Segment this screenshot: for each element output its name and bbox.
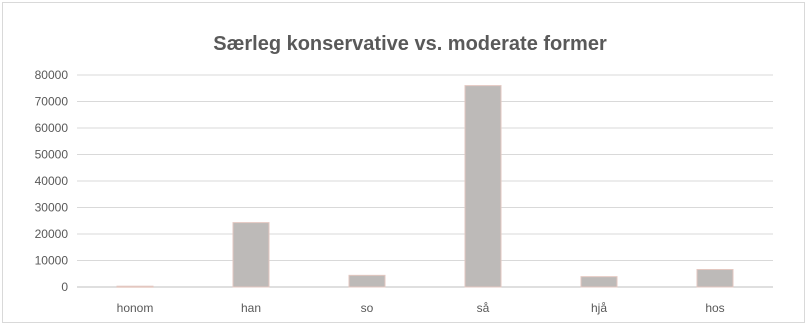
bar-så [464,85,502,288]
y-tick-label: 60000 [35,121,69,135]
y-tick-label: 30000 [35,201,69,215]
x-tick-label-så: så [477,301,490,315]
y-tick-label: 70000 [35,95,69,109]
y-axis-ticks: 0 10000 20000 30000 40000 50000 60000 70000 8000… [35,68,69,294]
x-tick-label-hos: hos [705,301,724,315]
y-tick-label: 80000 [35,68,69,82]
x-tick-label-so: so [361,301,374,315]
chart-title: Særleg konservative vs. moderate former [213,33,607,55]
chart-frame [2,2,805,323]
bar-han [232,222,270,288]
x-axis-ticks: honom han so så hjå hos [117,301,725,315]
bar-honom [116,285,154,288]
bar-hos [696,269,734,288]
x-tick-label-honom: honom [117,301,154,315]
y-tick-label: 20000 [35,227,69,241]
y-tick-label: 40000 [35,174,69,188]
x-tick-label-hjå: hjå [591,301,607,315]
y-tick-label: 10000 [35,254,69,268]
gridlines [77,74,773,288]
y-tick-label: 50000 [35,148,69,162]
x-tick-label-han: han [241,301,261,315]
bar-hjå [580,276,618,288]
y-tick-label: 0 [61,280,68,294]
bars [116,85,734,288]
bar-so [348,274,386,288]
